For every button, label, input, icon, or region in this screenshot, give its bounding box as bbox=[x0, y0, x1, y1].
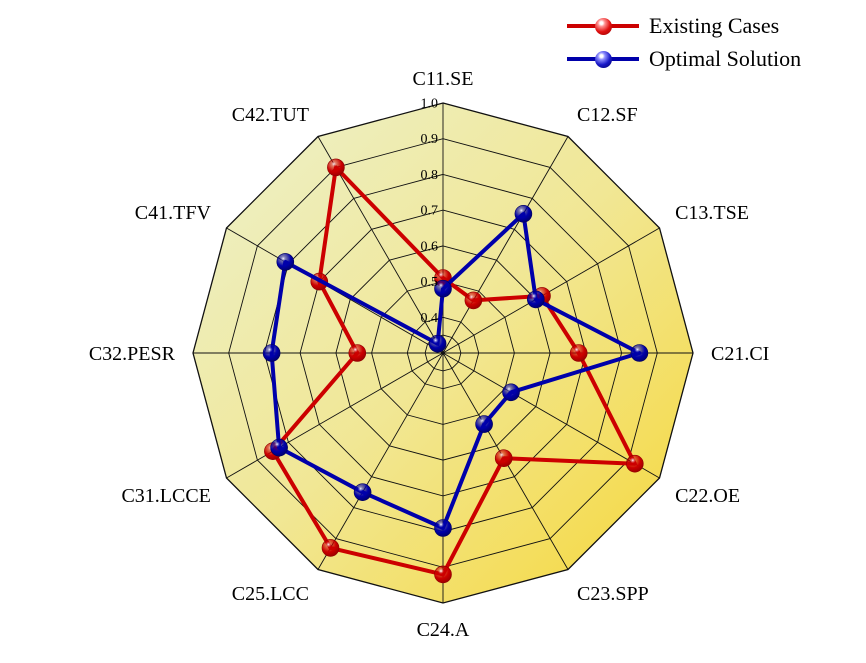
radial-tick-label: 0.9 bbox=[421, 132, 439, 147]
data-point-existing-cases bbox=[494, 449, 513, 468]
data-point-optimal-solution bbox=[353, 483, 372, 502]
radial-tick-label: 1.0 bbox=[421, 97, 439, 112]
radial-tick-label: 0.6 bbox=[421, 239, 439, 254]
radial-tick-label: 0.8 bbox=[421, 168, 439, 183]
data-point-existing-cases bbox=[569, 344, 588, 362]
axis-label-c24-a: C24.A bbox=[417, 619, 470, 641]
data-point-optimal-solution bbox=[276, 253, 295, 271]
legend-item-existing-cases: Existing Cases bbox=[567, 10, 801, 41]
axis-label-c25-lcc: C25.LCC bbox=[232, 583, 309, 605]
axis-label-c22-oe: C22.OE bbox=[675, 485, 740, 507]
data-point-existing-cases bbox=[464, 291, 483, 310]
axis-label-c31-lcce: C31.LCCE bbox=[121, 485, 210, 507]
axis-label-c41-tfv: C41.TFV bbox=[135, 202, 212, 224]
axis-label-c12-sf: C12.SF bbox=[577, 104, 638, 126]
radial-tick-label: 0.5 bbox=[421, 275, 439, 290]
radial-tick-label: 0.7 bbox=[421, 204, 439, 219]
legend-ball-blue-icon bbox=[595, 50, 612, 68]
data-point-optimal-solution bbox=[630, 344, 649, 362]
data-point-optimal-solution bbox=[270, 438, 288, 457]
axis-label-c23-spp: C23.SPP bbox=[577, 583, 649, 605]
axis-label-c13-tse: C13.TSE bbox=[675, 202, 749, 224]
data-point-optimal-solution bbox=[428, 334, 447, 353]
legend-ball-red-icon bbox=[595, 17, 612, 35]
data-point-optimal-solution bbox=[514, 205, 533, 223]
data-point-existing-cases bbox=[434, 565, 452, 584]
data-point-existing-cases bbox=[348, 344, 367, 362]
data-point-existing-cases bbox=[625, 454, 644, 473]
chart-legend: Existing Cases Optimal Solution bbox=[567, 10, 801, 74]
legend-marker-optimal-solution bbox=[567, 50, 639, 68]
legend-item-optimal-solution: Optimal Solution bbox=[567, 43, 801, 74]
data-point-existing-cases bbox=[321, 539, 340, 557]
axis-label-c21-ci: C21.CI bbox=[711, 343, 769, 365]
data-point-existing-cases bbox=[327, 158, 345, 177]
axis-label-c11-se: C11.SE bbox=[413, 68, 474, 90]
axis-label-c42-tut: C42.TUT bbox=[232, 104, 309, 126]
data-point-optimal-solution bbox=[526, 290, 545, 309]
legend-label-existing-cases: Existing Cases bbox=[649, 12, 780, 38]
data-point-optimal-solution bbox=[475, 415, 493, 433]
data-point-optimal-solution bbox=[434, 519, 452, 537]
legend-label-optimal-solution: Optimal Solution bbox=[649, 45, 802, 71]
radial-tick-label: 0.4 bbox=[421, 311, 439, 326]
data-point-optimal-solution bbox=[262, 344, 281, 362]
axis-label-c32-pesr: C32.PESR bbox=[89, 343, 176, 365]
data-point-optimal-solution bbox=[502, 383, 520, 402]
data-point-optimal-solution bbox=[434, 279, 452, 298]
legend-marker-existing-cases bbox=[567, 17, 639, 35]
